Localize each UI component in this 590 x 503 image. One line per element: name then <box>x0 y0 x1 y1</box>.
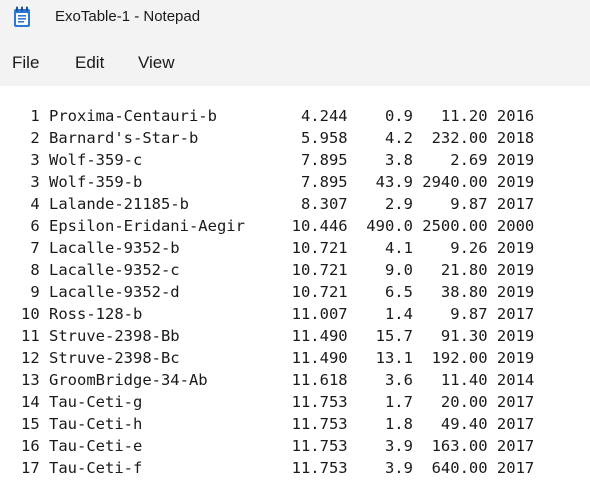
text-line: 11 Struve-2398-Bb 11.490 15.7 91.30 2019 <box>21 327 535 345</box>
text-line: 12 Struve-2398-Bc 11.490 13.1 192.00 201… <box>21 349 535 367</box>
text-line: 2 Barnard's-Star-b 5.958 4.2 232.00 2018 <box>21 129 535 147</box>
window-title: ExoTable-1 - Notepad <box>55 8 201 25</box>
text-line: 9 Lacalle-9352-d 10.721 6.5 38.80 2019 <box>21 283 535 301</box>
menu-view[interactable]: View <box>138 53 175 72</box>
text-line: 14 Tau-Ceti-g 11.753 1.7 20.00 2017 <box>21 393 535 411</box>
menu-file[interactable]: File <box>12 53 40 72</box>
notepad-icon <box>14 6 30 27</box>
text-line: 10 Ross-128-b 11.007 1.4 9.87 2017 <box>21 305 535 323</box>
text-line: 16 Tau-Ceti-e 11.753 3.9 163.00 2017 <box>21 437 535 455</box>
menu-edit[interactable]: Edit <box>75 53 105 72</box>
text-line: 3 Wolf-359-b 7.895 43.9 2940.00 2019 <box>21 173 535 191</box>
text-line: 4 Lalande-21185-b 8.307 2.9 9.87 2017 <box>21 195 535 213</box>
text-line: 6 Epsilon-Eridani-Aegir 10.446 490.0 250… <box>21 217 535 235</box>
text-line: 7 Lacalle-9352-b 10.721 4.1 9.26 2019 <box>21 239 535 257</box>
text-line: 3 Wolf-359-c 7.895 3.8 2.69 2019 <box>21 151 535 169</box>
title-bar[interactable]: ExoTable-1 - Notepad <box>0 0 590 36</box>
text-line: 13 GroomBridge-34-Ab 11.618 3.6 11.40 20… <box>21 371 535 389</box>
text-line: 1 Proxima-Centauri-b 4.244 0.9 11.20 201… <box>21 107 535 125</box>
text-line: 17 Tau-Ceti-f 11.753 3.9 640.00 2017 <box>21 459 535 477</box>
text-editor[interactable]: 1 Proxima-Centauri-b 4.244 0.9 11.20 201… <box>0 86 590 503</box>
text-line: 15 Tau-Ceti-h 11.753 1.8 49.40 2017 <box>21 415 535 433</box>
text-line: 8 Lacalle-9352-c 10.721 9.0 21.80 2019 <box>21 261 535 279</box>
menu-bar: File Edit View <box>0 36 590 86</box>
